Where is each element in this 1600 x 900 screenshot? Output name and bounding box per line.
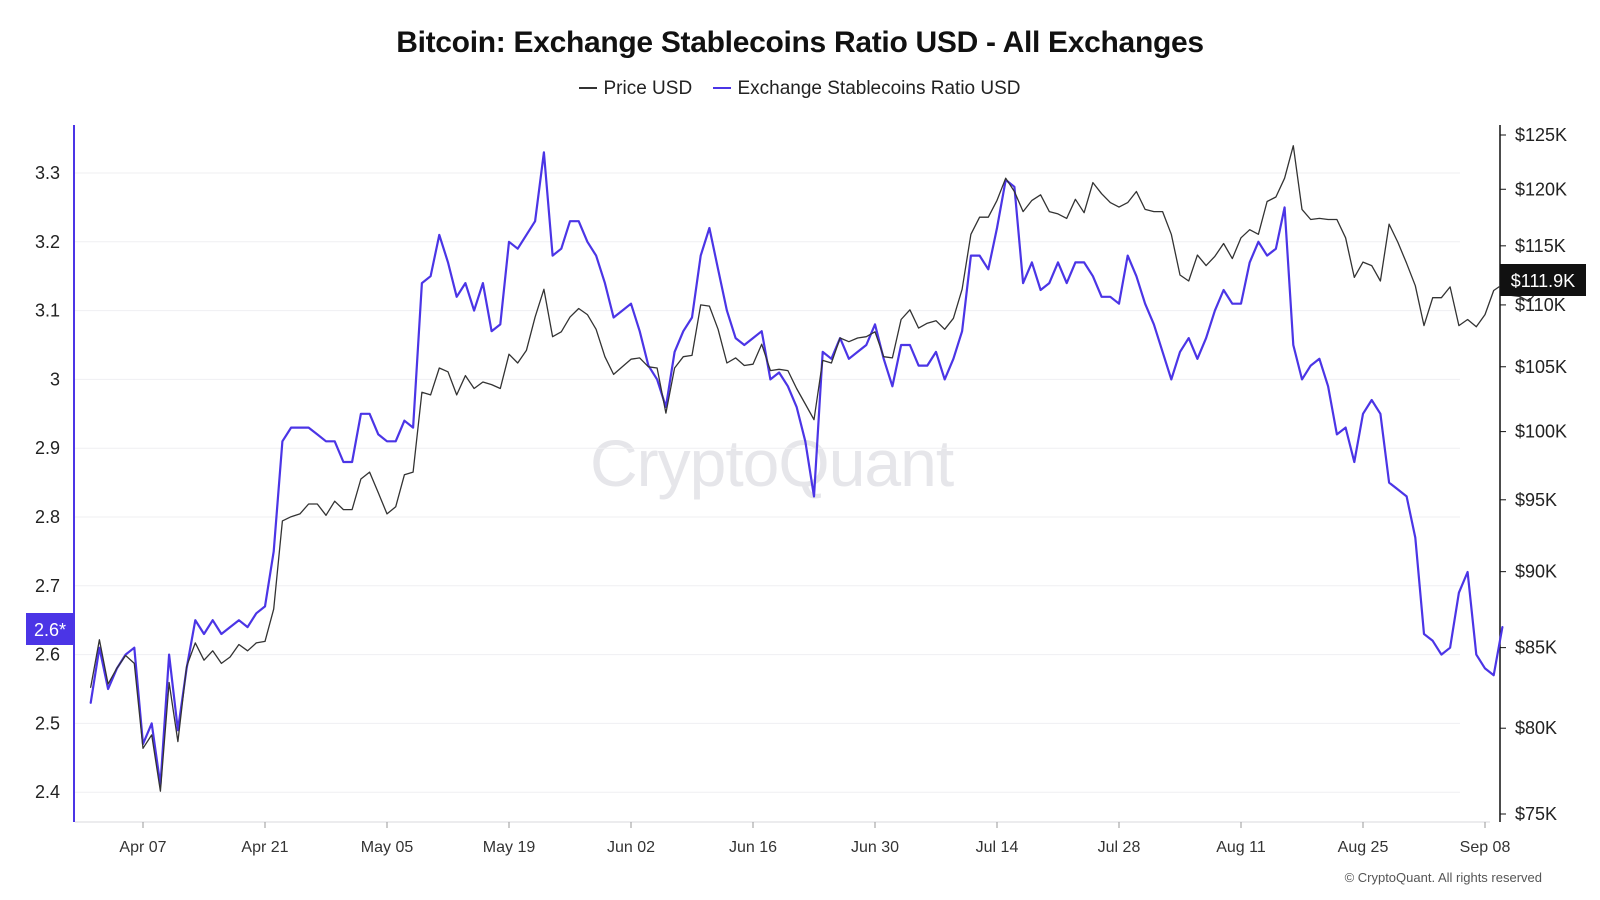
legend-label-price: Price USD: [603, 78, 693, 99]
ratio-series-line: [89, 151, 1504, 787]
x-tick-label: Sep 08: [1460, 839, 1511, 856]
y-left-tick-label: 2.7: [35, 576, 60, 596]
y-right-tick-label: $125K: [1515, 125, 1567, 145]
current-price-badge: $111.9K: [1500, 264, 1586, 296]
current-ratio-badge-label: 2.6*: [34, 620, 66, 640]
y-right-tick-label: $115K: [1515, 236, 1566, 256]
x-tick-label: Apr 21: [241, 839, 288, 856]
legend-swatch-ratio: [713, 86, 732, 89]
y-right-tick-label: $95K: [1515, 490, 1557, 510]
y-right-tick-label: $110K: [1515, 295, 1566, 315]
x-tick-label: May 05: [361, 839, 414, 856]
current-ratio-badge-bg: [26, 613, 74, 645]
x-tick-label: Jun 30: [851, 839, 899, 856]
y-left-tick-label: 3.2: [35, 232, 60, 252]
y-right-tick-label: $100K: [1515, 422, 1567, 442]
y-right-tick-label: $80K: [1515, 718, 1557, 738]
x-tick-label: Jul 28: [1098, 839, 1141, 856]
copyright-notice: © CryptoQuant. All rights reserved: [1344, 870, 1542, 885]
y-left-tick-label: 2.4: [35, 782, 60, 802]
watermark: CryptoQuant: [590, 426, 954, 500]
x-tick-label: Aug 25: [1338, 839, 1389, 856]
y-left-tick-label: 3: [50, 369, 60, 389]
legend-item-ratio[interactable]: Exchange Stablecoins Ratio USD: [713, 78, 1021, 100]
y-left-tick-label: 3.1: [35, 301, 60, 321]
legend-label-ratio: Exchange Stablecoins Ratio USD: [737, 78, 1021, 99]
legend-swatch-price: [579, 86, 598, 89]
current-ratio-badge: 2.6*: [26, 613, 74, 645]
y-right-tick-label: $75K: [1515, 804, 1557, 824]
x-tick-label: May 19: [483, 839, 536, 856]
y-right-tick-label: $85K: [1515, 638, 1557, 658]
chart-legend: Price USD Exchange Stablecoins Ratio USD: [0, 78, 1600, 100]
legend-item-price[interactable]: Price USD: [579, 78, 692, 100]
y-left-tick-label: 2.8: [35, 507, 60, 527]
y-right-tick-label: $90K: [1515, 562, 1557, 582]
chart-title: Bitcoin: Exchange Stablecoins Ratio USD …: [396, 26, 1204, 59]
y-left-tick-label: 2.9: [35, 438, 60, 458]
current-price-badge-label: $111.9K: [1511, 271, 1575, 291]
y-left-tick-label: 2.5: [35, 713, 60, 733]
y-right-tick-label: $120K: [1515, 179, 1567, 199]
y-left-tick-label: 3.3: [35, 163, 60, 183]
y-right-tick-label: $105K: [1515, 357, 1567, 377]
x-tick-label: Jun 02: [607, 839, 655, 856]
y-left-tick-label: 2.6: [35, 645, 60, 665]
current-price-badge-bg: [1500, 264, 1586, 296]
x-tick-label: Apr 07: [119, 839, 166, 856]
x-tick-label: Jul 14: [976, 839, 1019, 856]
price-series-line: [90, 145, 1547, 792]
x-tick-label: Aug 11: [1216, 839, 1266, 856]
x-tick-label: Jun 16: [729, 839, 777, 856]
